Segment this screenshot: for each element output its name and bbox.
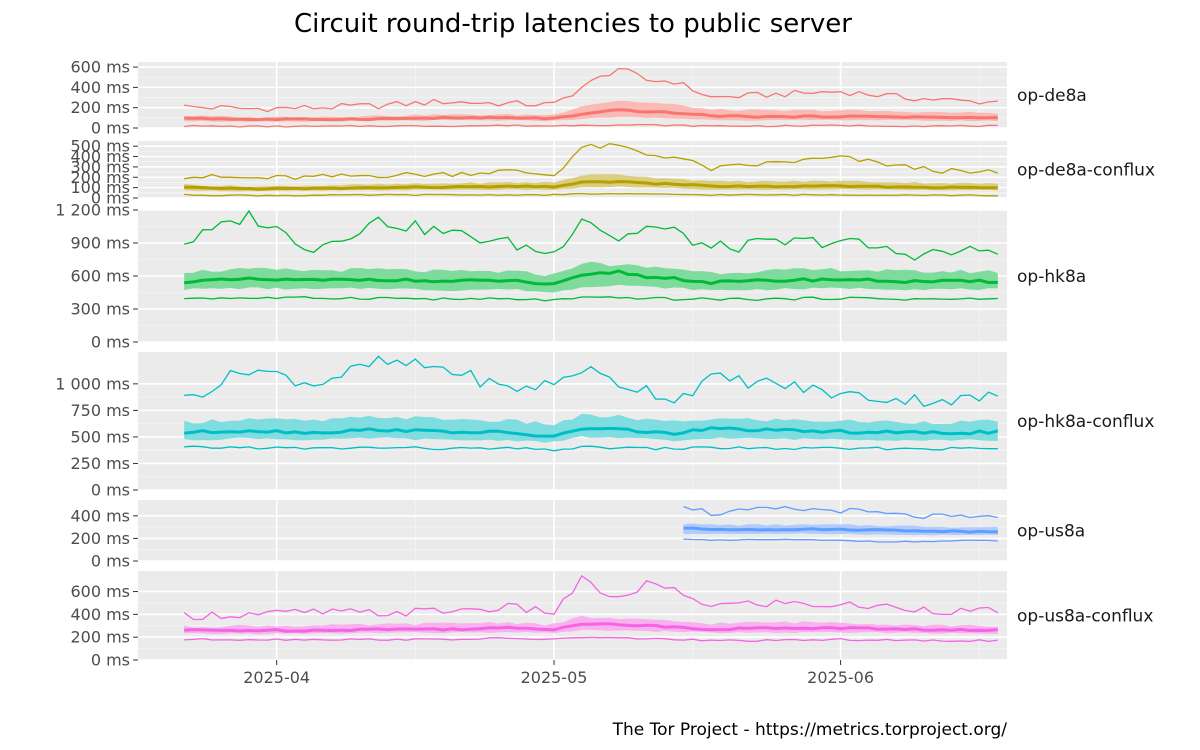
high-line — [683, 505, 998, 520]
panel-background — [138, 571, 1007, 660]
facet-label: op-us8a — [1017, 522, 1085, 542]
median-line — [184, 108, 998, 122]
y-tick-label: 400 ms — [70, 147, 130, 166]
facet-label: op-de8a-conflux — [1017, 161, 1155, 181]
panel-op-hk8a-conflux: 0 ms 250 ms 500 ms 750 ms 1 000 ms op-hk8a-co… — [55, 352, 1154, 500]
median-line — [184, 269, 998, 286]
x-tick-label: 2025-05 — [521, 668, 588, 687]
y-tick-label: 0 ms — [91, 333, 130, 352]
low-line — [184, 123, 998, 128]
y-tick-label: 300 ms — [70, 157, 130, 176]
y-tick-label: 300 ms — [70, 300, 130, 319]
high-line — [184, 143, 999, 180]
low-line — [184, 636, 998, 643]
facet-label: op-de8a — [1017, 86, 1087, 106]
iqr-band — [184, 261, 998, 293]
y-tick-label: 1 000 ms — [55, 374, 130, 393]
facet-label: op-us8a-conflux — [1017, 607, 1153, 627]
y-tick-label: 200 ms — [70, 168, 130, 187]
y-tick-label: 400 ms — [70, 605, 130, 624]
high-line — [184, 209, 999, 261]
median-line — [184, 622, 998, 633]
high-line — [184, 355, 999, 408]
x-axis: 2025-04 2025-05 2025-06 — [243, 660, 874, 687]
facet-label: op-hk8a — [1017, 267, 1086, 287]
y-tick-label: 250 ms — [70, 454, 130, 473]
median-line — [683, 526, 998, 534]
y-tick-label: 400 ms — [70, 78, 130, 97]
high-line — [184, 67, 998, 113]
y-tick-label: 400 ms — [70, 506, 130, 525]
y-tick-label: 0 ms — [91, 119, 130, 138]
low-line — [184, 192, 998, 197]
high-line — [183, 574, 999, 621]
low-line — [184, 445, 998, 452]
y-tick-label: 0 ms — [91, 189, 130, 208]
y-tick-label: 750 ms — [70, 401, 130, 420]
y-tick-label: 100 ms — [70, 178, 130, 197]
chart-title: Circuit round-trip latencies to public s… — [294, 9, 852, 39]
x-tick-label: 2025-06 — [807, 668, 874, 687]
panel-op-us8a: 0 ms 200 ms 400 ms op-us8a — [70, 500, 1085, 571]
y-tick-label: 0 ms — [91, 481, 130, 500]
y-tick-label: 600 ms — [70, 58, 130, 77]
median-line — [184, 180, 998, 191]
y-tick-label: 600 ms — [70, 582, 130, 601]
median-line — [184, 426, 999, 438]
y-tick-label: 0 ms — [91, 651, 130, 670]
y-tick-label: 200 ms — [70, 529, 130, 548]
low-line — [683, 538, 998, 543]
y-tick-label: 500 ms — [70, 137, 130, 156]
low-line — [184, 296, 998, 302]
y-tick-label: 600 ms — [70, 267, 130, 286]
panel-op-hk8a: 0 ms 300 ms 600 ms 900 ms 1 200 ms op-hk8a — [55, 201, 1086, 352]
y-tick-label: 200 ms — [70, 98, 130, 117]
x-tick-label: 2025-04 — [243, 668, 310, 687]
y-tick-label: 0 ms — [91, 552, 130, 571]
y-tick-label: 200 ms — [70, 628, 130, 647]
facet-label: op-hk8a-conflux — [1017, 412, 1154, 432]
panel-op-us8a-conflux: 0 ms 200 ms 400 ms 600 ms op-us8a-conflux — [70, 571, 1153, 670]
y-tick-label: 900 ms — [70, 234, 130, 253]
y-tick-label: 500 ms — [70, 427, 130, 446]
y-tick-label: 1 200 ms — [55, 201, 130, 220]
chart-caption: The Tor Project - https://metrics.torpro… — [612, 720, 1008, 740]
